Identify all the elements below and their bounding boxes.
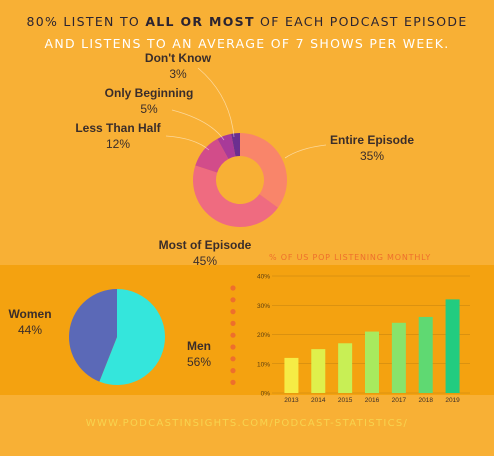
- label-less-than-half-name: Less Than Half: [75, 121, 161, 135]
- divider-dot: [230, 320, 236, 326]
- bar-2015: [338, 343, 353, 393]
- leader-line-less-than-half: [165, 135, 210, 151]
- divider-dot: [230, 368, 236, 374]
- gender-pie-chart: [68, 289, 165, 385]
- label-men-percent: 56%: [186, 355, 212, 369]
- label-men-name: Men: [187, 339, 211, 353]
- label-entire-episode-name: Entire Episode: [329, 133, 415, 147]
- bar-chart-title: % OF US POP LISTENING MONTHLY: [269, 253, 432, 262]
- label-most-of-episode: Most of Episode 45%: [150, 237, 260, 269]
- label-dont-know-name: Don't Know: [144, 51, 212, 65]
- divider-dot: [230, 309, 236, 315]
- divider-dot: [230, 379, 236, 385]
- bar-2013: [284, 357, 299, 393]
- leader-line-dont-know: [197, 67, 235, 138]
- x-tick-label: 2018: [418, 397, 433, 404]
- bar-2019: [445, 299, 460, 393]
- label-only-beginning-name: Only Beginning: [104, 86, 194, 100]
- label-entire-episode: Entire Episode 35%: [322, 132, 422, 164]
- divider-dot: [230, 297, 236, 303]
- label-less-than-half: Less Than Half 12%: [70, 120, 166, 152]
- donut-slice-only-beginning: [217, 133, 236, 159]
- x-tick-label: 2014: [311, 397, 326, 404]
- headline-text-start: 80% LISTEN TO: [26, 14, 146, 29]
- donut-slice-most-of-episode: [192, 165, 279, 227]
- label-women-percent: 44%: [17, 323, 43, 337]
- bar-2016: [365, 331, 379, 393]
- x-tick-label: 2017: [392, 397, 407, 404]
- pie-slice-men: [99, 289, 165, 385]
- donut-chart: [192, 133, 287, 227]
- y-tick-label: 0%: [261, 391, 271, 398]
- y-tick-label: 30%: [257, 303, 270, 310]
- label-only-beginning: Only Beginning 5%: [99, 85, 199, 117]
- donut-slice-less-than-half: [195, 138, 229, 173]
- leader-line-only-beginning: [171, 109, 225, 141]
- x-tick-label: 2019: [445, 397, 460, 404]
- headline-text-end: OF EACH PODCAST EPISODE: [254, 14, 468, 29]
- divider-dot: [230, 285, 236, 291]
- label-only-beginning-percent: 5%: [140, 102, 158, 116]
- label-women-name: Women: [8, 307, 52, 321]
- headline-line-2: AND LISTENS TO AN AVERAGE OF 7 SHOWS PER…: [44, 36, 450, 51]
- donut-slice-entire-episode: [240, 133, 287, 208]
- leader-line-entire-episode: [284, 144, 327, 159]
- label-most-of-episode-name: Most of Episode: [158, 238, 252, 252]
- divider-dot: [230, 344, 236, 350]
- divider-dot: [230, 332, 236, 338]
- y-tick-label: 10%: [257, 361, 270, 368]
- dot-divider: [230, 285, 236, 385]
- bar-2014: [311, 349, 326, 393]
- label-most-of-episode-percent: 45%: [192, 254, 218, 268]
- divider-dot: [230, 356, 236, 362]
- label-men: Men 56%: [178, 338, 220, 370]
- x-tick-label: 2015: [338, 397, 353, 404]
- bar-2018: [418, 316, 433, 393]
- x-tick-label: 2013: [284, 397, 299, 404]
- y-tick-label: 40%: [257, 274, 270, 281]
- bar-2017: [391, 322, 406, 393]
- label-dont-know: Don't Know 3%: [138, 50, 218, 82]
- y-tick-label: 20%: [257, 332, 270, 339]
- footer-url: WWW.PODCASTINSIGHTS.COM/PODCAST-STATISTI…: [85, 418, 409, 429]
- label-less-than-half-percent: 12%: [106, 137, 131, 151]
- pie-slice-women: [68, 289, 117, 382]
- headline-line-1: 80% LISTEN TO ALL OR MOST OF EACH PODCAS…: [0, 14, 494, 29]
- headline-text-bold: ALL OR MOST: [145, 14, 255, 29]
- x-tick-label: 2016: [365, 397, 380, 404]
- donut-slice-don-t-know: [231, 133, 240, 157]
- label-dont-know-percent: 3%: [169, 67, 187, 81]
- label-entire-episode-percent: 35%: [359, 149, 385, 163]
- label-women: Women 44%: [4, 306, 56, 338]
- donut-leader-lines: [165, 67, 327, 159]
- bar-chart: 0% 10% 20% 30% 40% 2013 2014 2015 2016 2017 2018 20…: [257, 274, 470, 404]
